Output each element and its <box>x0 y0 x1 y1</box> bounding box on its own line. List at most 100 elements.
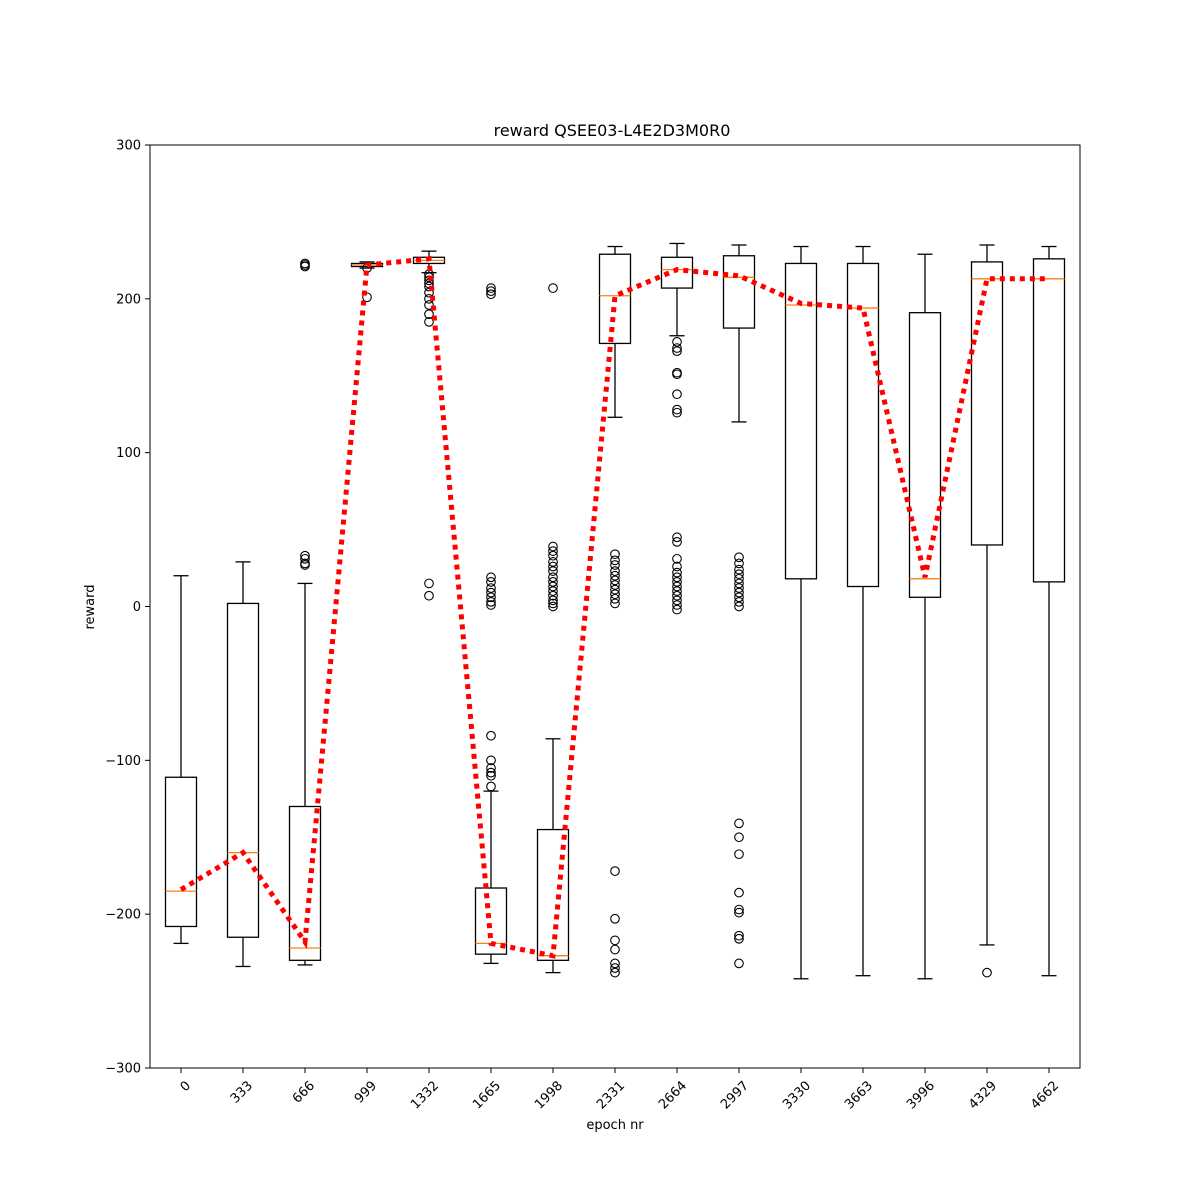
outlier-point <box>486 730 496 741</box>
outlier-point <box>486 600 496 610</box>
box-group-2331 <box>598 245 632 978</box>
outlier-point <box>734 558 744 569</box>
outlier-point <box>486 286 496 296</box>
outlier-point <box>610 593 620 604</box>
outlier-point <box>734 832 744 843</box>
box-group-0 <box>164 575 198 945</box>
box-group-3330 <box>784 245 818 980</box>
outlier-point <box>734 904 744 915</box>
outlier-point <box>362 292 372 303</box>
x-tick-label: 2664 <box>656 1078 690 1112</box>
axes-layer: −300 −200 −100 0 100 200 300 0 333 666 999 1332 1665… <box>105 139 1081 1112</box>
outlier-point <box>424 578 434 589</box>
outlier-point <box>548 541 558 552</box>
median-trend-line <box>179 256 1049 959</box>
outlier-point <box>734 597 744 607</box>
x-tick-label: 1332 <box>408 1078 442 1112</box>
outlier-point <box>486 767 496 778</box>
outlier-point <box>610 555 620 566</box>
y-tick-label: 200 <box>116 292 141 307</box>
outlier-point <box>734 569 744 580</box>
outlier-point <box>548 283 558 293</box>
box-group-2664 <box>660 242 694 615</box>
outlier-point <box>424 590 434 601</box>
outlier-point <box>672 346 682 356</box>
x-tick-label: 2997 <box>718 1078 752 1112</box>
outlier-point <box>548 598 558 609</box>
x-tick-label: 3663 <box>842 1078 876 1112</box>
outlier-point <box>734 592 744 603</box>
x-axis-label: epoch nr <box>586 1118 644 1133</box>
x-tick-label: 333 <box>228 1078 256 1106</box>
outlier-point <box>734 587 744 598</box>
x-tick-label: 666 <box>290 1078 318 1106</box>
y-tick-label: −300 <box>105 1062 141 1077</box>
y-tick-label: −100 <box>105 754 141 769</box>
box-group-3996 <box>908 253 942 980</box>
outlier-point <box>610 935 620 946</box>
outlier-point <box>672 337 682 347</box>
outlier-point <box>486 572 496 583</box>
outlier-point <box>424 287 434 298</box>
outlier-point <box>548 581 558 592</box>
outlier-point <box>610 598 620 609</box>
box-iqr <box>226 602 260 938</box>
outlier-point <box>672 581 682 592</box>
outlier-point <box>610 963 620 973</box>
box-iqr <box>598 253 632 345</box>
outlier-point <box>610 560 620 570</box>
outlier-point <box>486 577 496 587</box>
y-tick-label: −200 <box>105 908 141 923</box>
outlier-point <box>486 283 496 293</box>
box-group-333 <box>226 561 260 968</box>
outlier-point <box>548 572 558 583</box>
x-tick-label: 2331 <box>594 1078 628 1112</box>
outlier-point <box>734 578 744 589</box>
outlier-point <box>548 586 558 596</box>
outlier-point <box>610 570 620 581</box>
outlier-point <box>734 552 744 563</box>
chart-title: reward QSEE03-L4E2D3M0R0 <box>494 121 731 140</box>
boxes-layer <box>164 242 1066 980</box>
outlier-point <box>610 967 620 978</box>
outlier-point <box>734 849 744 860</box>
outlier-point <box>610 549 620 560</box>
outlier-point <box>734 601 744 612</box>
outlier-point <box>672 604 682 615</box>
box-iqr <box>970 261 1004 546</box>
outlier-point <box>548 550 558 561</box>
outlier-point <box>548 595 558 606</box>
outlier-point <box>734 933 744 944</box>
box-group-3663 <box>846 245 880 977</box>
outlier-point <box>486 592 496 603</box>
x-tick-label: 999 <box>352 1078 380 1106</box>
outlier-point <box>734 583 744 593</box>
box-group-1332 <box>412 250 446 601</box>
x-tick-label: 4662 <box>1028 1078 1062 1112</box>
y-tick-label: 300 <box>116 139 141 154</box>
outlier-point <box>610 944 620 955</box>
outlier-point <box>548 601 558 612</box>
outlier-point <box>486 781 496 792</box>
outlier-point <box>548 577 558 587</box>
outlier-point <box>734 818 744 829</box>
outlier-point <box>672 389 682 400</box>
outlier-point <box>300 558 310 569</box>
outlier-point <box>300 550 310 561</box>
box-group-4329 <box>970 244 1004 978</box>
x-tick-label: 0 <box>178 1078 194 1094</box>
outlier-point <box>610 913 620 924</box>
outlier-point <box>548 546 558 556</box>
x-tick-label: 3330 <box>780 1078 814 1112</box>
x-tick-label: 3996 <box>904 1078 938 1112</box>
outlier-point <box>610 866 620 876</box>
outlier-point <box>424 317 434 327</box>
outlier-point <box>548 590 558 601</box>
outlier-point <box>610 580 620 590</box>
outlier-point <box>672 590 682 601</box>
outlier-point <box>672 577 682 587</box>
box-iqr <box>536 828 570 961</box>
outlier-point <box>672 537 682 547</box>
outlier-point <box>672 532 682 543</box>
